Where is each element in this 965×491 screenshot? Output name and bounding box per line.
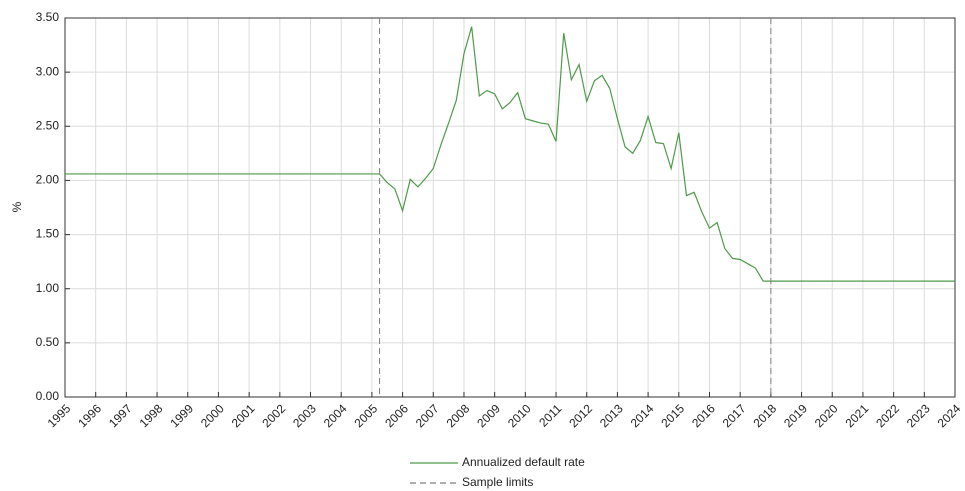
x-tick-label: 2002 — [259, 401, 288, 430]
x-tick-label: 2005 — [351, 401, 380, 430]
x-tick-label: 2019 — [781, 401, 810, 430]
x-tick-label: 2006 — [382, 401, 411, 430]
x-tick-label: 2007 — [413, 401, 442, 430]
x-tick-label: 1998 — [137, 401, 166, 430]
y-tick-label: 3.00 — [36, 64, 60, 78]
x-tick-label: 2000 — [198, 401, 227, 430]
x-tick-label: 2024 — [935, 401, 964, 430]
x-tick-label: 2023 — [904, 401, 933, 430]
y-tick-label: 0.50 — [36, 335, 60, 349]
x-tick-label: 2018 — [750, 401, 779, 430]
y-tick-label: 2.50 — [36, 118, 60, 132]
x-tick-label: 2003 — [290, 401, 319, 430]
y-tick-label: 0.00 — [36, 389, 60, 403]
x-tick-label: 2015 — [658, 401, 687, 430]
x-tick-label: 2012 — [566, 401, 595, 430]
y-axis-label: % — [10, 201, 24, 212]
x-tick-label: 2004 — [321, 401, 350, 430]
y-tick-label: 1.50 — [36, 227, 60, 241]
y-tick-label: 2.00 — [36, 173, 60, 187]
x-tick-label: 2001 — [229, 401, 258, 430]
x-tick-label: 1997 — [106, 401, 135, 430]
x-tick-label: 2020 — [812, 401, 841, 430]
data-line — [65, 26, 955, 282]
x-tick-label: 2008 — [444, 401, 473, 430]
x-tick-label: 1996 — [75, 401, 104, 430]
x-tick-label: 2009 — [474, 401, 503, 430]
y-tick-label: 1.00 — [36, 281, 60, 295]
x-tick-label: 2016 — [689, 401, 718, 430]
x-tick-label: 2010 — [505, 401, 534, 430]
x-tick-label: 2013 — [597, 401, 626, 430]
x-tick-label: 2017 — [720, 401, 749, 430]
legend-label: Annualized default rate — [462, 455, 585, 469]
legend-label: Sample limits — [462, 475, 533, 489]
x-tick-label: 2022 — [873, 401, 902, 430]
x-tick-label: 2011 — [536, 401, 564, 429]
y-tick-label: 3.50 — [36, 10, 60, 24]
x-tick-label: 1995 — [45, 401, 74, 430]
plot-frame — [64, 17, 956, 398]
x-tick-label: 1999 — [167, 401, 196, 430]
x-tick-label: 2021 — [843, 401, 872, 430]
x-tick-label: 2014 — [628, 401, 657, 430]
